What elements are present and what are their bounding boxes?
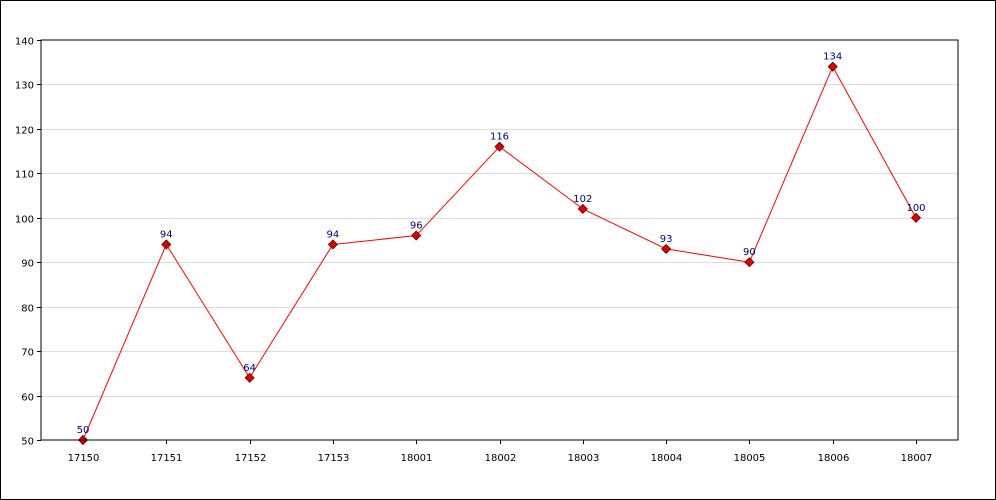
x-tick-label: 18002 (485, 453, 517, 464)
data-point-marker (411, 230, 422, 241)
y-tick-label: 60 (21, 393, 34, 404)
y-tick-label: 70 (21, 348, 34, 359)
data-label: 100 (906, 203, 925, 214)
data-label: 94 (327, 229, 340, 240)
x-tick-label: 17153 (318, 453, 350, 464)
series-markers (77, 61, 922, 446)
x-tick-label: 18006 (818, 453, 850, 464)
x-tick-label: 17151 (151, 453, 183, 464)
series-line-segment (499, 146, 584, 210)
y-tick-label: 90 (21, 259, 34, 270)
x-tick-label: 18005 (734, 453, 766, 464)
x-tick-label: 18007 (901, 453, 933, 464)
data-label: 96 (410, 221, 423, 232)
plot-border (40, 39, 959, 441)
data-point-marker (827, 61, 838, 72)
series-line-segment (332, 235, 417, 245)
data-point-marker (577, 203, 588, 214)
x-tick-label: 18003 (568, 453, 600, 464)
series-line-segment (832, 66, 917, 219)
data-point-marker (327, 239, 338, 250)
x-tick-label: 17150 (68, 453, 100, 464)
data-label: 64 (243, 363, 256, 374)
series-line-segment (415, 146, 500, 236)
y-tick-label: 110 (15, 170, 34, 181)
series-line-segment (82, 244, 167, 441)
x-tick-label: 18004 (651, 453, 683, 464)
y-tick-label: 140 (15, 37, 34, 48)
y-tick-label: 50 (21, 437, 34, 448)
x-tick-label: 17152 (235, 453, 267, 464)
data-point-marker (744, 257, 755, 268)
series-line-segment (582, 208, 667, 250)
y-tick-label: 120 (15, 126, 34, 137)
series-line-segment (249, 244, 334, 379)
y-tick-label: 100 (15, 215, 34, 226)
data-point-marker (910, 212, 922, 223)
data-label: 90 (743, 247, 756, 258)
data-label: 134 (823, 52, 842, 63)
y-tick-label: 130 (15, 81, 34, 92)
y-tick-label: 80 (21, 304, 34, 315)
plot-area (41, 40, 958, 440)
data-labels: 50 94 64 94 96 116 102 93 90 134 100 (77, 52, 926, 436)
axes: 50 60 70 80 90 100 110 120 130 140 17150 17151 17152… (15, 37, 933, 465)
data-point-marker (494, 141, 505, 152)
series-line-segment (666, 248, 750, 263)
series-line-segment (748, 66, 834, 263)
data-label: 116 (490, 132, 509, 143)
data-label: 50 (77, 425, 90, 436)
x-tick-label: 18001 (401, 453, 433, 464)
series-lines (82, 66, 917, 441)
data-point-marker (661, 243, 672, 254)
series-line-segment (165, 244, 251, 379)
data-point-marker (161, 239, 172, 250)
data-label: 102 (573, 194, 592, 205)
grid-lines (41, 84, 958, 397)
data-label: 93 (660, 234, 673, 245)
data-label: 94 (160, 229, 173, 240)
data-point-marker (244, 372, 255, 383)
